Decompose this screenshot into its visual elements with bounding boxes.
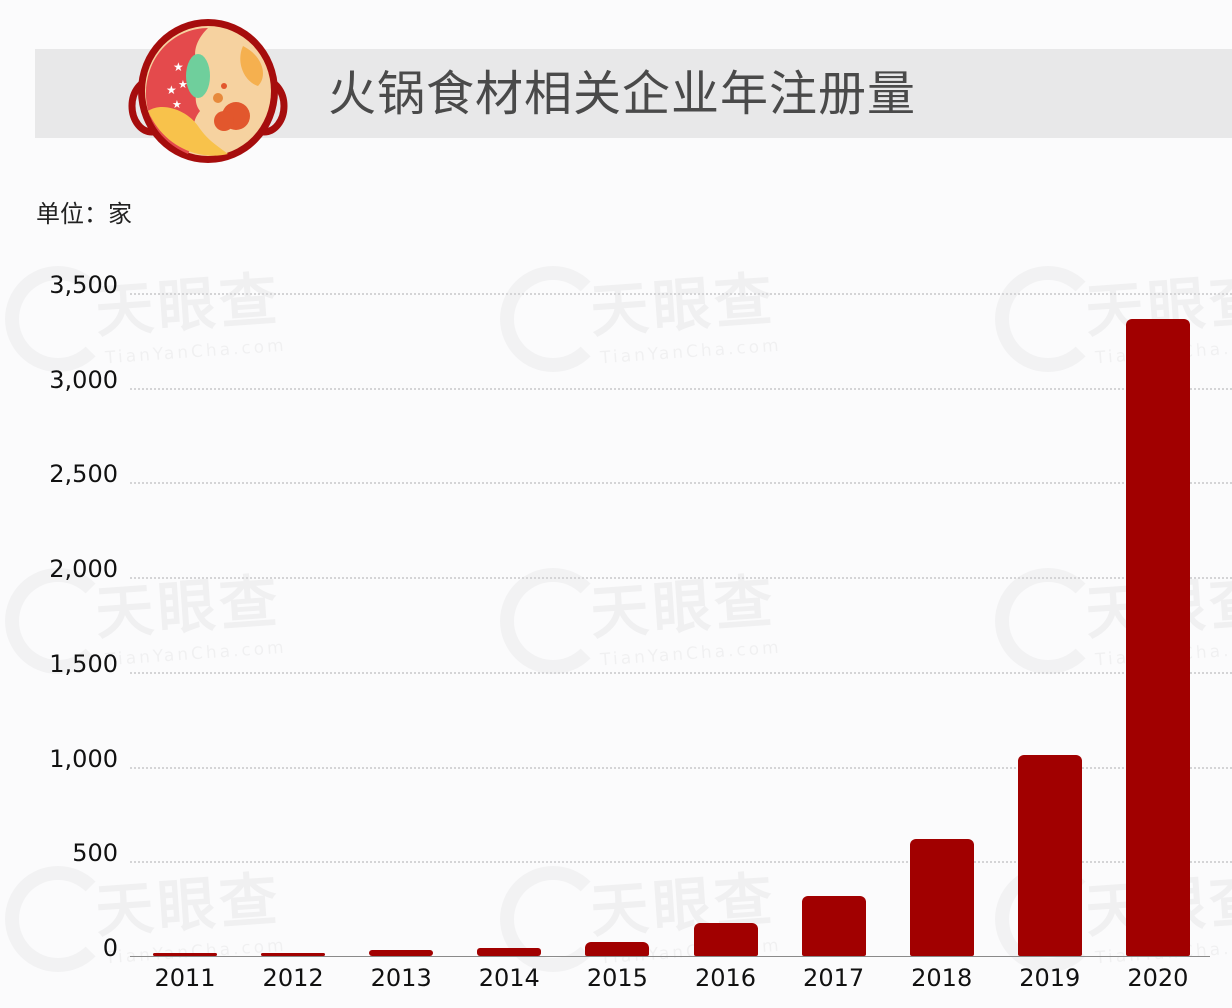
x-tick-label: 2019 [1019,964,1081,992]
y-tick-label: 500 [72,839,118,868]
svg-text:★: ★ [173,60,184,74]
bar-2011[interactable] [153,953,217,956]
bar-2019[interactable] [1017,755,1082,956]
y-tick-label: 3,500 [49,271,118,299]
y-tick-label: 2,500 [49,460,118,489]
unit-label: 单位：家 [36,200,132,228]
chart-title: 火锅食材相关企业年注册量 [328,66,917,122]
bar-2013[interactable] [369,949,434,956]
x-tick-label: 2016 [694,964,757,992]
y-tick-label: 1,000 [49,744,118,773]
x-axis-line [130,956,1210,957]
bar-2020[interactable] [1125,318,1190,956]
svg-text:★: ★ [178,78,188,91]
svg-text:★: ★ [172,98,182,111]
bar-2018[interactable] [909,838,974,956]
bar-2016[interactable] [693,923,758,956]
gridline [130,861,1232,864]
x-tick-label: 2017 [803,964,865,992]
gridline [130,766,1232,769]
x-tick-label: 2012 [262,964,324,992]
gridline [130,671,1232,674]
bar-2014[interactable] [477,948,542,956]
bar-2017[interactable] [801,895,866,956]
y-tick-label: 3,000 [49,365,118,394]
bar-2012[interactable] [261,953,326,956]
y-tick-label: 2,000 [49,555,118,584]
bar-2015[interactable] [585,941,650,956]
x-tick-label: 2014 [478,964,540,992]
x-tick-label: 2020 [1127,964,1189,992]
hotpot-icon: ★ ★ ★ ★ [128,19,288,163]
gridline [130,387,1232,390]
x-tick-label: 2015 [586,964,648,992]
y-tick-label: 0 [102,934,118,962]
gridline [130,577,1232,580]
gridline [130,293,1232,295]
svg-text:★: ★ [166,83,177,97]
x-tick-label: 2018 [911,964,973,992]
x-tick-label: 2011 [154,964,216,992]
y-tick-label: 1,500 [49,649,118,678]
x-tick-label: 2013 [370,964,432,992]
gridline [130,482,1232,485]
